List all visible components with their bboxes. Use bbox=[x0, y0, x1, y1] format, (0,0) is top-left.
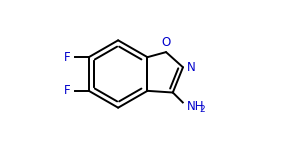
Text: N: N bbox=[187, 61, 196, 74]
Text: O: O bbox=[162, 36, 171, 49]
Text: F: F bbox=[64, 51, 71, 64]
Text: F: F bbox=[64, 84, 71, 97]
Text: NH: NH bbox=[187, 100, 204, 113]
Text: 2: 2 bbox=[200, 105, 205, 114]
